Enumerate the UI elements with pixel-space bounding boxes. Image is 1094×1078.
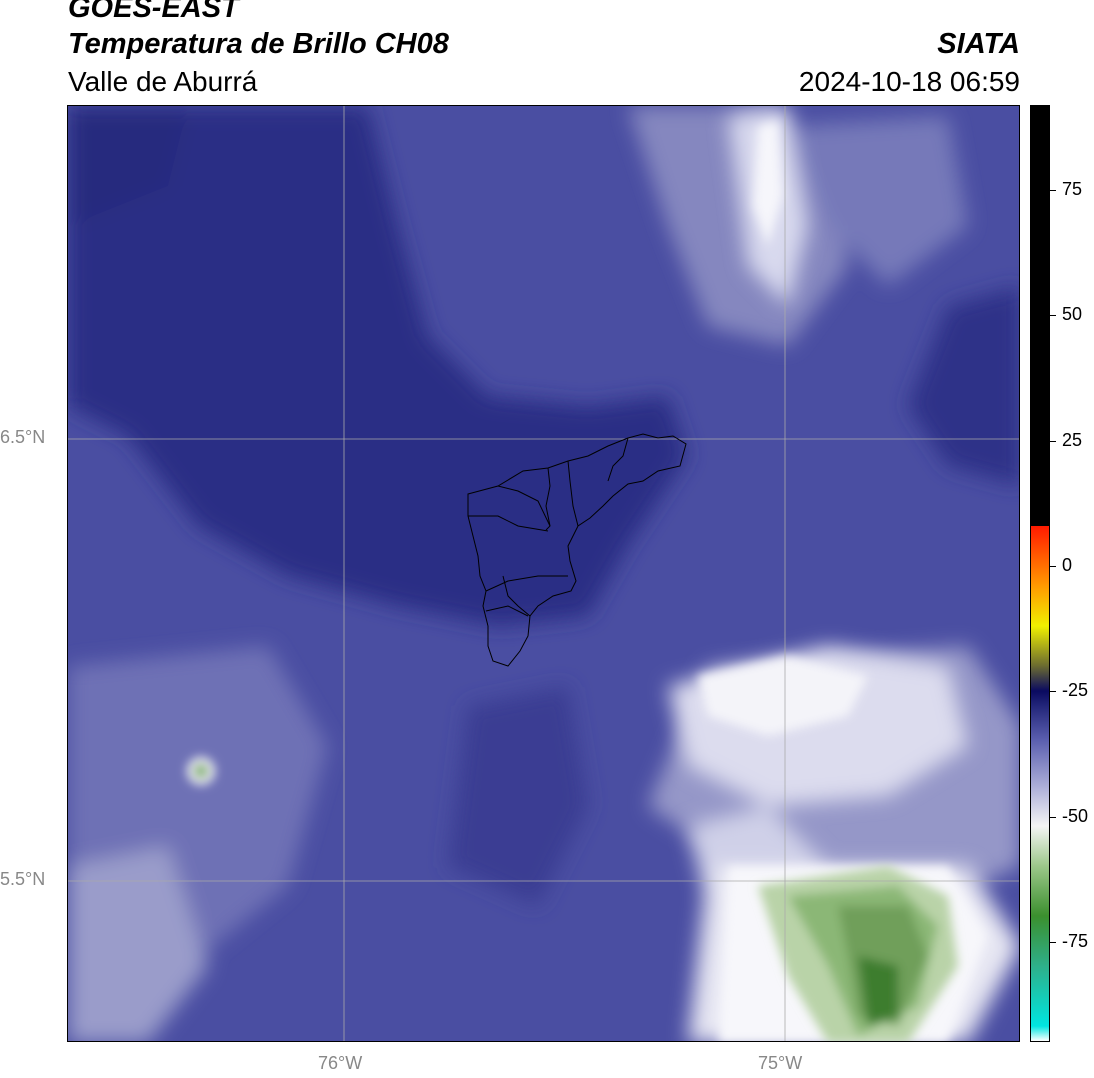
map-canvas bbox=[68, 106, 1019, 1041]
product-title: Temperatura de Brillo CH08 bbox=[68, 28, 449, 60]
colorbar-tick-label: 25 bbox=[1062, 429, 1083, 450]
lat-label-5-5n: 5.5°N bbox=[0, 869, 46, 889]
brand-label: SIATA bbox=[937, 28, 1020, 60]
datetime-label: 2024-10-18 06:59 bbox=[798, 66, 1020, 97]
colorbar-tick-mark bbox=[1050, 315, 1056, 317]
colorbar-tick-mark bbox=[1050, 941, 1056, 943]
coldest-cloud-tops bbox=[187, 757, 958, 1041]
lon-label-75w: 75°W bbox=[758, 1053, 803, 1073]
colorbar-tick-mark bbox=[1050, 816, 1056, 818]
colorbar-tick-label: 0 bbox=[1062, 554, 1073, 575]
colorbar-tick-label: 50 bbox=[1062, 304, 1083, 325]
brightness-temperature-map bbox=[67, 105, 1020, 1042]
colorbar bbox=[1030, 105, 1050, 1042]
colorbar-tick-label: 75 bbox=[1062, 179, 1083, 200]
cold-air-deep-region bbox=[68, 106, 1019, 906]
lon-label-76w: 76°W bbox=[318, 1053, 363, 1073]
colorbar-tick-mark bbox=[1050, 190, 1056, 192]
region-subtitle: Valle de Aburrá bbox=[68, 66, 258, 97]
colorbar-tick-label: -25 bbox=[1062, 680, 1089, 701]
colorbar-tick-label: -50 bbox=[1062, 805, 1089, 826]
colorbar-tick-label: -75 bbox=[1062, 930, 1089, 951]
colorbar-tick-mark bbox=[1050, 565, 1056, 567]
satellite-title: GOES-EAST bbox=[68, 0, 239, 24]
lat-label-6-5n: 6.5°N bbox=[0, 427, 46, 447]
colorbar-tick-mark bbox=[1050, 440, 1056, 442]
municipal-boundaries bbox=[467, 433, 687, 667]
colorbar-tick-mark bbox=[1050, 691, 1056, 693]
